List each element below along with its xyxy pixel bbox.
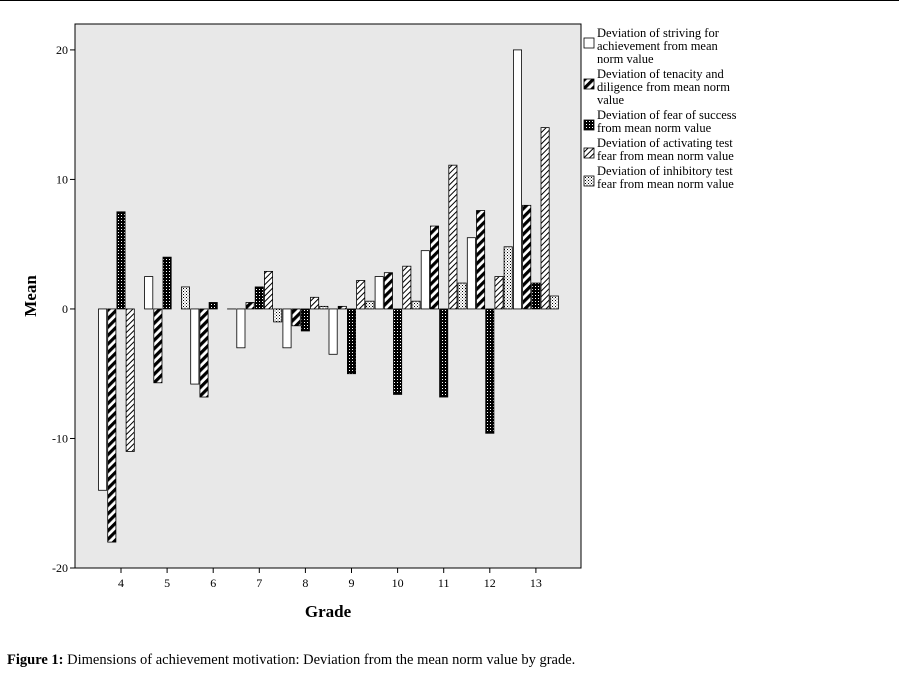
bar-empty-grade-9 xyxy=(328,308,338,355)
y-axis-title: Mean xyxy=(21,275,40,317)
top-border-line xyxy=(0,0,899,1)
bar-diagonal-heavy-grade-7 xyxy=(245,302,255,310)
legend-swatch-dense-dots xyxy=(583,119,595,131)
bar-diagonal-heavy-grade-5 xyxy=(153,308,163,384)
legend-label-line: from mean norm value xyxy=(597,121,712,135)
bar-light-dots-grade-12 xyxy=(503,246,513,310)
bar-light-dots-grade-10 xyxy=(411,300,421,310)
legend-swatch-light-dots xyxy=(583,175,595,187)
y-tick-label: 20 xyxy=(56,43,68,57)
legend-label-line: Deviation of activating test xyxy=(597,136,733,150)
bar-diagonal-light-grade-11 xyxy=(448,164,458,310)
legend-label: Deviation of tenacity and diligence from … xyxy=(597,67,730,107)
bar-dense-dots-grade-6 xyxy=(208,302,218,310)
bar-dense-dots-grade-10 xyxy=(393,308,403,395)
x-axis-title: Grade xyxy=(305,602,352,621)
bar-diagonal-light-grade-8 xyxy=(310,296,320,310)
bar-empty-grade-6 xyxy=(190,308,200,385)
x-tick-label: 9 xyxy=(349,576,355,590)
bar-dense-dots-grade-9 xyxy=(346,308,356,375)
bar-diagonal-heavy-grade-10 xyxy=(383,272,393,310)
y-tick-label: 10 xyxy=(56,172,68,186)
legend-label-line: Deviation of tenacity and xyxy=(597,67,724,81)
bar-dense-dots-grade-7 xyxy=(254,286,264,310)
bar-diagonal-light-grade-7 xyxy=(263,270,273,310)
x-tick-label: 10 xyxy=(392,576,404,590)
legend-label: Deviation of striving for achievement fro… xyxy=(597,26,720,66)
bar-light-dots-grade-8 xyxy=(319,305,329,310)
legend-label-line: achievement from mean xyxy=(597,39,719,53)
legend-label-line: Deviation of fear of success xyxy=(597,108,737,122)
bars-group xyxy=(98,49,559,543)
legend-label-line: Deviation of inhibitory test xyxy=(597,164,733,178)
x-tick-label: 13 xyxy=(530,576,542,590)
bar-chart: 20 10 0 -10 -20 4 5 6 7 8 9 10 11 12 13 Grade Mean De… xyxy=(21,23,737,621)
bar-diagonal-heavy-grade-9 xyxy=(337,305,347,310)
legend-label-line: Deviation of striving for xyxy=(597,26,720,40)
y-axis: 20 10 0 -10 -20 xyxy=(52,43,75,575)
bar-empty-grade-7 xyxy=(236,308,246,349)
bar-diagonal-heavy-grade-8 xyxy=(291,308,301,327)
legend-label-line: norm value xyxy=(597,52,654,66)
legend: Deviation of striving for achievement fro… xyxy=(583,26,737,191)
legend-label-line: fear from mean norm value xyxy=(597,149,734,163)
x-tick-label: 12 xyxy=(484,576,496,590)
x-tick-label: 4 xyxy=(118,576,124,590)
bar-diagonal-light-grade-10 xyxy=(402,265,412,310)
bar-light-dots-grade-13 xyxy=(549,295,559,310)
legend-label: Deviation of inhibitory test fear from me… xyxy=(597,164,734,191)
bar-empty-grade-8 xyxy=(282,308,292,349)
legend-swatch-diagonal-heavy xyxy=(583,78,595,90)
figure-caption: Figure 1: Dimensions of achievement moti… xyxy=(7,652,575,669)
bar-dense-dots-grade-8 xyxy=(300,308,310,332)
bar-diagonal-light-grade-4 xyxy=(125,308,135,452)
legend-label: Deviation of activating test fear from me… xyxy=(597,136,734,163)
bar-diagonal-light-grade-13 xyxy=(540,127,550,310)
bar-empty-grade-13 xyxy=(513,49,523,310)
bar-light-dots-grade-9 xyxy=(365,300,375,310)
bar-diagonal-heavy-grade-6 xyxy=(199,308,209,398)
bar-diagonal-light-grade-12 xyxy=(494,276,504,310)
y-tick-label: -10 xyxy=(52,431,68,445)
bar-empty-grade-5 xyxy=(144,276,154,310)
legend-label-line: value xyxy=(597,93,625,107)
y-tick-label: 0 xyxy=(62,302,68,316)
legend-label: Deviation of fear of success from mean no… xyxy=(597,108,737,135)
y-tick-label: -20 xyxy=(52,561,68,575)
legend-label-line: fear from mean norm value xyxy=(597,177,734,191)
caption-label: Figure 1: xyxy=(7,652,64,668)
bar-dense-dots-grade-13 xyxy=(531,282,541,310)
bar-dense-dots-grade-12 xyxy=(485,308,495,434)
x-tick-label: 6 xyxy=(210,576,216,590)
x-tick-label: 5 xyxy=(164,576,170,590)
bar-empty-grade-10 xyxy=(374,276,384,310)
bar-dense-dots-grade-11 xyxy=(439,308,449,398)
bar-diagonal-light-grade-9 xyxy=(356,280,366,310)
x-tick-label: 11 xyxy=(438,576,450,590)
x-tick-label: 7 xyxy=(256,576,262,590)
bar-empty-grade-4 xyxy=(98,308,108,491)
x-tick-label: 8 xyxy=(302,576,308,590)
bar-dense-dots-grade-5 xyxy=(162,256,172,310)
x-axis: 4 5 6 7 8 9 10 11 12 13 xyxy=(118,568,542,590)
bar-empty-grade-11 xyxy=(420,250,430,310)
bar-diagonal-heavy-grade-11 xyxy=(429,225,439,310)
bar-dense-dots-grade-4 xyxy=(116,211,126,310)
bar-empty-grade-12 xyxy=(466,237,476,310)
bar-light-dots-grade-7 xyxy=(273,308,283,323)
legend-label-line: diligence from mean norm xyxy=(597,80,730,94)
bar-light-dots-grade-5 xyxy=(180,286,190,310)
legend-swatch-diagonal-light xyxy=(583,147,595,159)
bar-diagonal-heavy-grade-4 xyxy=(107,308,117,543)
bar-light-dots-grade-11 xyxy=(457,282,467,310)
bar-diagonal-heavy-grade-13 xyxy=(522,204,532,310)
legend-swatch-empty xyxy=(583,37,595,49)
caption-text: Dimensions of achievement motivation: De… xyxy=(63,652,576,668)
bar-diagonal-heavy-grade-12 xyxy=(476,210,486,310)
